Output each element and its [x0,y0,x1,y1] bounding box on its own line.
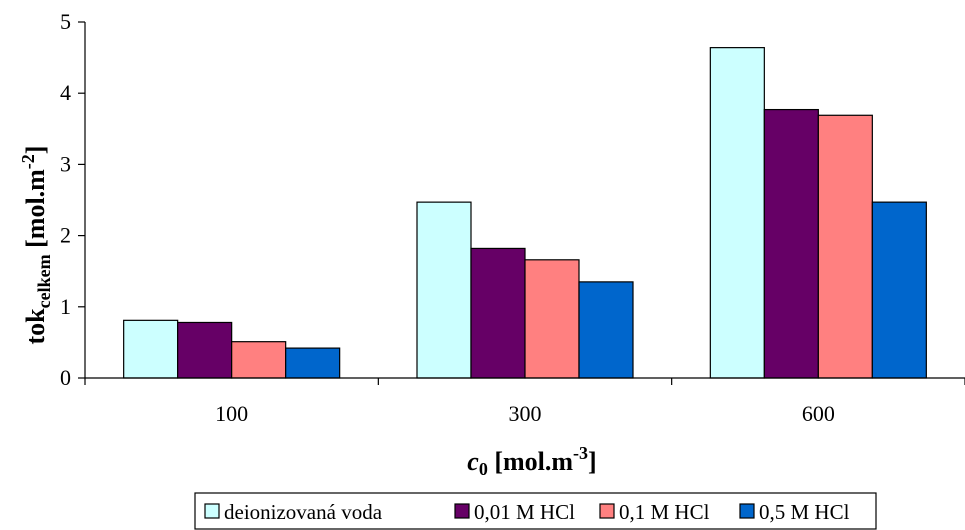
legend: deionizovaná voda 0,01 M HCl 0,1 M HCl 0,5 … [194,492,877,530]
axes-group [78,21,965,385]
bar [709,47,765,379]
bar [285,347,341,379]
legend-label: deionizovaná voda [224,500,383,524]
legend-label: 0,5 M HCl [759,500,850,524]
bar [470,247,526,379]
bar [817,114,873,379]
x-tick-label: 600 [802,401,835,426]
bar [416,201,472,379]
legend-swatch [739,503,755,519]
bar [763,108,819,379]
x-tick-labels: 100 300 600 [215,401,835,426]
bar [524,259,580,379]
legend-swatch [454,503,470,519]
bar [123,319,179,379]
y-tick-label: 4 [60,80,71,105]
legend-label: 0,01 M HCl [474,500,575,524]
legend-swatch [204,503,220,519]
x-tick-label: 300 [509,401,542,426]
y-tick-labels: 0 1 2 3 4 5 [60,9,71,390]
legend-swatch [599,503,615,519]
y-tick-label: 5 [60,9,71,34]
x-tick-label: 100 [215,401,248,426]
x-axis-title: c0 [mol.m-3] [467,443,596,479]
bars-group [123,47,927,379]
y-axis-title: tokcelkem [mol.m-2] [18,146,54,345]
legend-label: 0,1 M HCl [619,500,710,524]
bar [871,201,927,379]
y-tick-label: 3 [60,151,71,176]
y-tick-label: 2 [60,223,71,248]
bar [231,341,287,379]
bar [177,321,233,379]
bar [578,281,634,379]
legend-frame [194,492,877,530]
y-tick-label: 0 [60,365,71,390]
y-tick-label: 1 [60,294,71,319]
